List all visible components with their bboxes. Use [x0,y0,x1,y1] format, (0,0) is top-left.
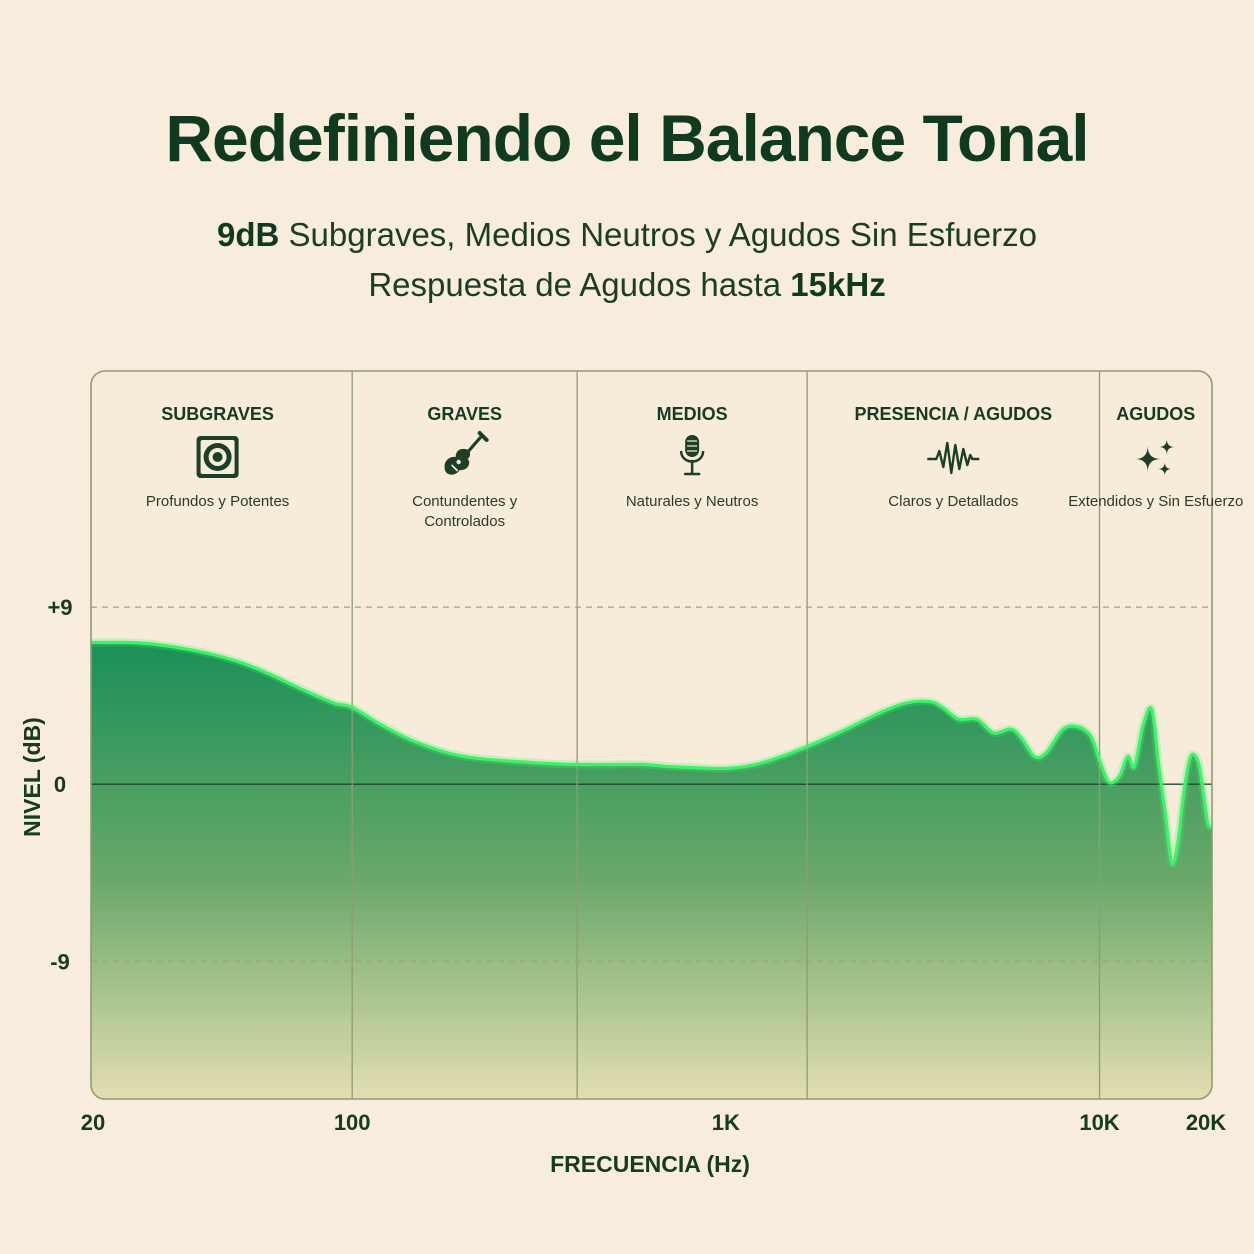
band-title: MEDIOS [657,404,728,424]
band-agudos: AGUDOS Extendidos y Sin Esfuerzo [1068,404,1243,510]
y-axis-title: NIVEL (dB) [19,717,45,837]
speaker-icon [196,436,239,478]
x-tick-label: 20K [1186,1110,1226,1135]
x-tick-label: 1K [712,1110,740,1135]
subtitle-bass-highlight: 9dB [217,216,280,253]
band-description: Claros y Detallados [888,493,1018,510]
x-tick-label: 10K [1079,1110,1119,1135]
y-tick-label: 0 [54,772,66,797]
subtitle-bass: 9dB Subgraves, Medios Neutros y Agudos S… [0,216,1254,254]
guitar-icon [444,431,489,475]
band-description: Profundos y Potentes [146,493,289,510]
sparkle-icon [1134,439,1175,476]
band-title: GRAVES [427,404,502,424]
plot-frame [90,370,1213,1100]
microphone-icon [679,435,705,476]
subtitle-treble-text: Respuesta de Agudos hasta [368,266,791,303]
band-description: Extendidos y Sin Esfuerzo [1068,493,1243,510]
band-presencia-agudos: PRESENCIA / AGUDOS Claros y Detallados [854,404,1052,510]
waveform-icon [927,441,980,475]
subtitle-treble-highlight: 15kHz [790,266,886,303]
x-axis-title: FRECUENCIA (Hz) [550,1151,750,1177]
subtitle-treble: Respuesta de Agudos hasta 15kHz [0,266,1254,304]
band-subgraves: SUBGRAVES Profundos y Potentes [146,404,289,510]
response-area-fill [91,642,1212,1099]
band-description: Contundentes y [412,493,518,510]
x-tick-label: 20 [81,1110,105,1135]
band-title: SUBGRAVES [161,404,274,424]
band-title: PRESENCIA / AGUDOS [854,404,1052,424]
y-tick-label: +9 [47,595,72,620]
band-title: AGUDOS [1116,404,1195,424]
band-description: Controlados [424,513,505,530]
x-tick-label: 100 [334,1110,371,1135]
subtitle-bass-text: Subgraves, Medios Neutros y Agudos Sin E… [279,216,1037,253]
response-curve [91,640,1212,866]
y-tick-label: -9 [50,949,70,974]
band-description: Naturales y Neutros [626,493,759,510]
page-title: Redefiniendo el Balance Tonal [165,101,1089,175]
band-graves: GRAVES Contundentes y Controlados [412,404,518,530]
band-medios: MEDIOS Naturales y Neutros [626,404,759,510]
